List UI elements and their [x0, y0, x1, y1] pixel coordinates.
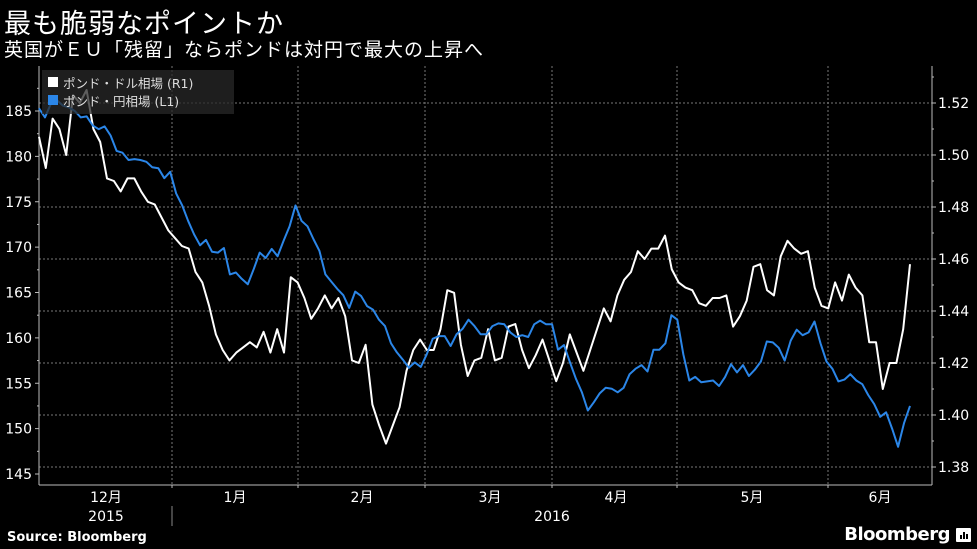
left-axis-tick-label: 160	[5, 331, 32, 347]
legend-label-gbpjpy: ポンド・円相場 (L1)	[63, 93, 180, 109]
right-axis-tick-label: 1.46	[938, 252, 969, 268]
x-axis-tick-label: 1月	[224, 490, 247, 506]
source-note: Source: Bloomberg	[7, 530, 147, 545]
chart-subtitle: 英国がＥＵ「残留」ならポンドは対円で最大の上昇へ	[4, 39, 485, 61]
right-axis-tick-label: 1.48	[938, 200, 969, 216]
x-axis-tick-label: 4月	[605, 490, 628, 506]
left-axis-tick-label: 175	[5, 195, 32, 211]
legend-item-gbpusd: ポンド・ドル相場 (R1)	[48, 74, 194, 91]
gridlines	[39, 66, 932, 485]
series-gbpjpy-line	[38, 99, 911, 448]
bloomberg-logo: Bloomberg	[844, 524, 950, 545]
series-lines	[38, 89, 911, 448]
right-axis-tick-label: 1.52	[938, 96, 969, 112]
right-axis-tick-label: 1.42	[938, 356, 969, 372]
x-axis-year-label: 2015	[88, 509, 124, 525]
right-axis-tick-label: 1.38	[938, 460, 969, 476]
legend-swatch-gbpjpy	[48, 95, 58, 105]
left-axis-tick-label: 170	[5, 240, 32, 256]
x-axis-tick-label: 6月	[869, 490, 892, 506]
x-axis-year-label: 2016	[534, 509, 570, 525]
x-axis-tick-label: 3月	[479, 490, 502, 506]
axes	[35, 66, 936, 526]
right-axis-tick-label: 1.40	[938, 408, 969, 424]
x-axis-tick-label: 5月	[741, 490, 764, 506]
legend-label-gbpusd: ポンド・ドル相場 (R1)	[63, 75, 194, 91]
right-axis-tick-label: 1.50	[938, 148, 969, 164]
series-gbpusd-line	[38, 89, 911, 445]
left-axis-tick-label: 145	[5, 467, 32, 483]
x-axis-tick-label: 2月	[351, 490, 374, 506]
left-axis-tick-label: 165	[5, 286, 32, 302]
left-axis-tick-label: 150	[5, 422, 32, 438]
left-axis-tick-label: 185	[5, 104, 32, 120]
legend: ポンド・ドル相場 (R1) ポンド・円相場 (L1)	[42, 70, 234, 114]
left-axis-tick-label: 180	[5, 149, 32, 165]
chart-title: 最も脆弱なポイントか	[4, 9, 284, 40]
right-axis-tick-label: 1.44	[938, 304, 969, 320]
x-axis-tick-label: 12月	[90, 490, 122, 506]
left-axis-tick-label: 155	[5, 376, 32, 392]
legend-item-gbpjpy: ポンド・円相場 (L1)	[48, 92, 180, 109]
legend-swatch-gbpusd	[48, 77, 58, 87]
bloomberg-chart-icon	[956, 528, 971, 542]
axis-labels: 145 150 155 160 165 170 175 180 185 1.38 1.40 1.42 1…	[5, 96, 969, 525]
